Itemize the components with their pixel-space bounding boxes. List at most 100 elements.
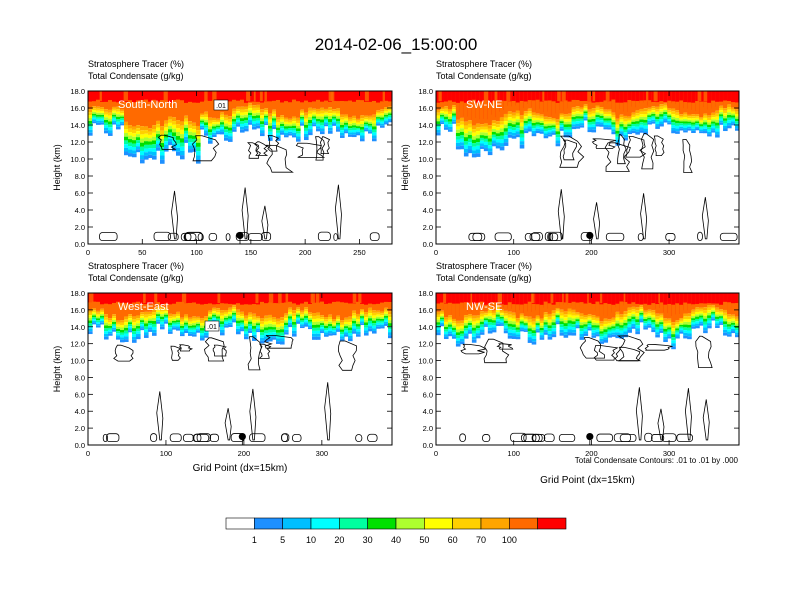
tracer-cell	[240, 109, 245, 113]
tracer-cell	[727, 324, 732, 327]
tracer-cell	[531, 120, 537, 124]
panel-subtitle-condensate: Total Condensate (g/kg)	[88, 273, 184, 283]
condensate-contour-low	[183, 233, 197, 241]
tracer-cell	[212, 314, 217, 317]
tracer-cell	[364, 332, 369, 336]
tracer-cell	[228, 324, 233, 328]
tracer-cell	[539, 129, 545, 132]
tracer-cell	[599, 338, 605, 342]
tracer-cell	[471, 293, 477, 304]
tracer-cell	[627, 128, 632, 131]
tracer-cell	[140, 146, 145, 151]
tracer-cell	[112, 118, 117, 121]
tracer-cell	[611, 91, 617, 100]
tracer-cell	[196, 323, 201, 326]
tracer-cell	[308, 123, 313, 127]
tracer-cell	[368, 323, 373, 327]
tracer-cell	[328, 130, 333, 134]
tracer-cell	[487, 125, 493, 129]
tracer-cell	[583, 293, 589, 304]
tracer-cell	[224, 313, 229, 316]
tracer-cell	[723, 113, 728, 116]
tracer-cell	[288, 91, 293, 119]
tracer-cell	[152, 155, 157, 160]
tracer-cell	[336, 126, 341, 130]
tracer-cell	[200, 122, 205, 125]
tracer-cell	[248, 317, 253, 320]
tracer-cell	[112, 116, 117, 119]
tracer-cell	[136, 331, 141, 334]
tracer-cell	[579, 109, 585, 112]
tracer-cell	[336, 317, 341, 320]
tracer-cell	[328, 110, 333, 114]
tracer-cell	[264, 318, 269, 322]
tracer-cell	[639, 122, 644, 125]
tracer-cell	[152, 320, 157, 324]
tracer-cell	[256, 125, 261, 129]
tracer-cell	[699, 323, 704, 326]
tracer-cell	[723, 128, 728, 132]
tracer-cell	[364, 124, 369, 127]
tracer-cell	[248, 103, 253, 106]
tracer-cell	[272, 324, 277, 328]
tracer-cell	[92, 91, 97, 102]
tracer-cell	[551, 132, 557, 135]
tracer-cell	[619, 133, 624, 136]
tracer-cell	[168, 318, 173, 321]
tracer-cell	[523, 328, 529, 331]
tracer-cell	[539, 91, 545, 102]
tracer-cell	[667, 323, 672, 326]
tracer-cell	[208, 319, 213, 321]
tracer-cell	[443, 324, 449, 327]
tracer-cell	[603, 323, 609, 327]
tracer-cell	[188, 124, 193, 129]
tracer-cell	[236, 124, 241, 127]
tracer-cell	[591, 124, 597, 128]
tracer-cell	[304, 317, 309, 321]
tracer-cell	[340, 124, 345, 128]
tracer-cell	[611, 127, 617, 130]
tracer-cell	[599, 91, 605, 102]
tracer-cell	[232, 113, 237, 117]
tracer-cell	[120, 337, 125, 340]
tracer-cell	[356, 122, 361, 125]
tracer-cell	[232, 320, 237, 323]
tracer-cell	[324, 325, 329, 328]
tracer-cell	[699, 129, 704, 132]
tracer-cell	[220, 293, 225, 304]
tracer-cell	[180, 317, 185, 320]
tracer-cell	[136, 125, 141, 129]
tracer-cell	[168, 331, 173, 334]
tracer-streak	[212, 91, 217, 102]
tracer-cell	[479, 324, 485, 327]
tracer-cell	[603, 326, 609, 330]
tracer-cell	[164, 123, 169, 128]
tracer-cell	[515, 125, 521, 129]
y-tick-label: 4.0	[75, 206, 85, 215]
condensate-contour	[640, 133, 655, 170]
tracer-cell	[535, 293, 541, 305]
tracer-cell	[232, 108, 237, 112]
tracer-cell	[148, 131, 153, 135]
tracer-cell	[88, 129, 93, 133]
tracer-cell	[467, 320, 473, 323]
tracer-cell	[332, 329, 337, 332]
tracer-cell	[308, 129, 313, 133]
tracer-cell	[124, 121, 129, 126]
tracer-cell	[356, 319, 361, 322]
tracer-cell	[619, 114, 624, 118]
tracer-cell	[380, 315, 385, 318]
condensate-contour	[593, 345, 619, 361]
tracer-cell	[192, 325, 197, 328]
tracer-cell	[595, 119, 601, 122]
tracer-cell	[567, 124, 573, 127]
tracer-cell	[627, 321, 632, 325]
tracer-cell	[647, 313, 652, 316]
tracer-streak	[204, 91, 208, 102]
tracer-cell	[591, 317, 597, 321]
plot-area	[436, 293, 739, 445]
tracer-cell	[607, 333, 613, 336]
tracer-cell	[463, 125, 469, 130]
tracer-cell	[695, 314, 700, 317]
tracer-cell	[108, 91, 113, 101]
